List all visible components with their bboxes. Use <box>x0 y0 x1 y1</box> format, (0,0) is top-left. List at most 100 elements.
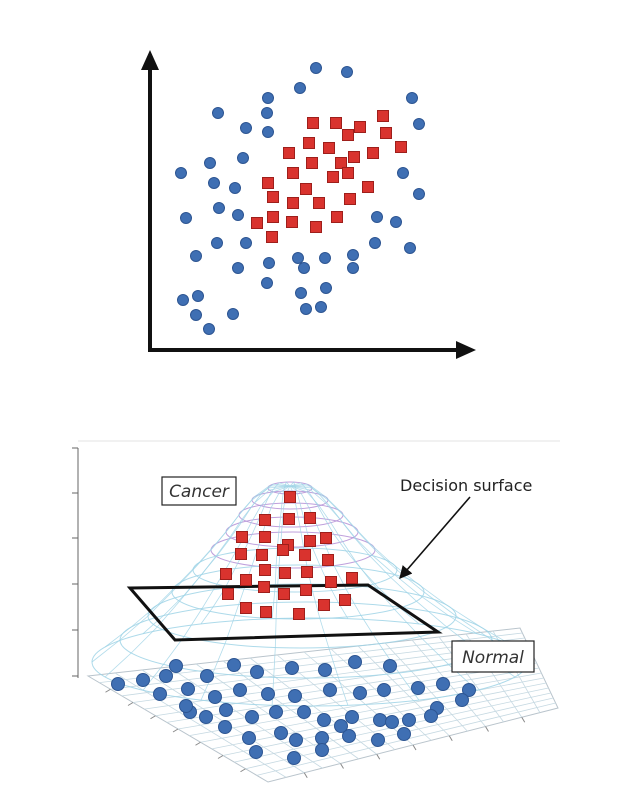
cancer-point-3d <box>283 513 295 525</box>
normal-point-3d <box>169 659 183 673</box>
cancer-point-3d <box>304 535 316 547</box>
normal-point-3d <box>385 715 399 729</box>
cancer-point <box>313 197 325 209</box>
cancer-point-3d <box>240 574 252 586</box>
normal-point-3d <box>159 669 173 683</box>
cancer-point-3d <box>322 554 334 566</box>
cancer-point <box>362 181 374 193</box>
mesh-meridian <box>142 483 291 634</box>
normal-point-3d <box>371 733 385 747</box>
base-tick <box>448 735 453 742</box>
mesh-meridian <box>200 482 291 625</box>
normal-point-3d <box>233 683 247 697</box>
base-tick <box>172 728 179 733</box>
normal-point-3d <box>111 677 125 691</box>
normal-point <box>295 287 307 299</box>
normal-points <box>175 62 425 335</box>
normal-point-3d <box>315 731 329 745</box>
normal-point-3d <box>342 729 356 743</box>
normal-point-3d <box>436 677 450 691</box>
normal-point-3d <box>373 713 387 727</box>
base-tick <box>340 763 344 769</box>
normal-point <box>390 216 402 228</box>
cancer-point-3d <box>300 584 312 596</box>
base-tick <box>376 753 381 760</box>
base-tick <box>521 716 526 723</box>
normal-point-3d <box>285 661 299 675</box>
normal-point <box>212 107 224 119</box>
cancer-point <box>262 177 274 189</box>
cancer-point-3d <box>259 531 271 543</box>
decision-surface-label: Decision surface <box>400 476 532 495</box>
normal-point-3d <box>424 709 438 723</box>
normal-point <box>208 177 220 189</box>
normal-point-3d <box>318 663 332 677</box>
cancer-points-3d <box>220 491 358 620</box>
normal-point <box>192 290 204 302</box>
normal-point-3d <box>153 687 167 701</box>
base-tick <box>485 726 489 732</box>
cancer-point-3d <box>293 608 305 620</box>
normal-point <box>261 107 273 119</box>
cancer-points <box>251 110 407 243</box>
normal-point-3d <box>397 727 411 741</box>
normal-point <box>240 122 252 134</box>
cancer-point <box>306 157 318 169</box>
cancer-point <box>300 183 312 195</box>
surface-diagram: Cancer Normal Decision surface <box>72 440 560 783</box>
normal-point-3d <box>261 687 275 701</box>
mesh-meridian <box>271 481 291 619</box>
normal-point-3d <box>383 659 397 673</box>
normal-point-3d <box>402 713 416 727</box>
cancer-point <box>335 157 347 169</box>
cancer-point <box>266 231 278 243</box>
x-axis-arrow-icon <box>456 341 476 359</box>
cancer-point <box>267 191 279 203</box>
normal-point-3d <box>245 710 259 724</box>
scatter-plot <box>141 50 476 359</box>
cancer-point <box>251 217 263 229</box>
normal-point <box>320 282 332 294</box>
base-tick <box>412 744 417 751</box>
cancer-point-3d <box>259 514 271 526</box>
cancer-point-3d <box>240 602 252 614</box>
cancer-point <box>330 117 342 129</box>
cancer-point-3d <box>346 572 358 584</box>
cancer-point <box>354 121 366 133</box>
base-tick <box>303 772 308 779</box>
normal-point <box>229 182 241 194</box>
cancer-point-3d <box>320 532 332 544</box>
normal-point-3d <box>250 665 264 679</box>
normal-point <box>397 167 409 179</box>
normal-point-3d <box>289 733 303 747</box>
normal-point <box>300 303 312 315</box>
cancer-point <box>377 110 389 122</box>
normal-point <box>213 202 225 214</box>
normal-point <box>227 308 239 320</box>
cancer-point-3d <box>235 548 247 560</box>
mesh-meridian <box>200 485 291 701</box>
base-tick <box>240 768 246 773</box>
normal-point-3d <box>249 745 263 759</box>
normal-point-3d <box>411 681 425 695</box>
normal-point <box>369 237 381 249</box>
cancer-point-3d <box>299 549 311 561</box>
normal-point-3d <box>200 669 214 683</box>
cancer-point-3d <box>277 544 289 556</box>
cancer-point <box>283 147 295 159</box>
normal-point <box>347 249 359 261</box>
cancer-point-3d <box>304 512 316 524</box>
normal-point <box>298 262 310 274</box>
normal-point <box>315 301 327 313</box>
cancer-point <box>348 151 360 163</box>
normal-point-3d <box>297 705 311 719</box>
normal-point <box>211 237 223 249</box>
cancer-point-3d <box>220 568 232 580</box>
base-tick <box>105 688 111 693</box>
cancer-point-3d <box>222 588 234 600</box>
normal-point <box>240 237 252 249</box>
normal-point-3d <box>348 655 362 669</box>
mesh-meridian <box>289 483 478 635</box>
normal-point <box>262 92 274 104</box>
mesh-meridian <box>289 482 420 625</box>
